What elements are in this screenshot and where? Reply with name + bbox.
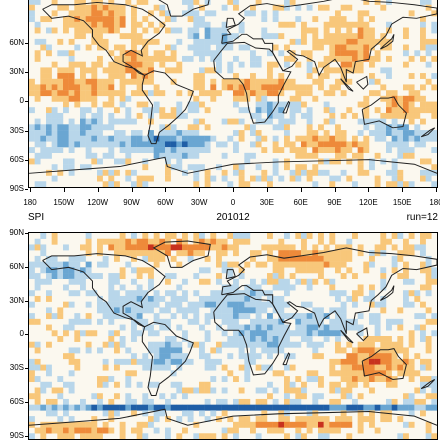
bottom-lat-label: 90S	[9, 430, 24, 440]
lon-label: 0	[230, 198, 236, 207]
coastline	[141, 70, 194, 145]
lon-label: 150E	[392, 198, 412, 207]
coastline-outlines	[29, 0, 437, 174]
lon-tick	[334, 188, 336, 192]
top-lat-label: 0	[19, 96, 24, 106]
bottom-lat-label: 60N	[9, 261, 24, 271]
coastline	[282, 352, 291, 366]
top-lat-label: 60N	[9, 38, 24, 47]
top-lat-label: 60S	[9, 154, 24, 164]
lat-tick	[25, 266, 28, 268]
panel-title-date: 201012	[216, 212, 250, 223]
spi-map-current-canvas	[29, 233, 437, 439]
coastline	[141, 321, 194, 397]
top-lat-label: 30N	[9, 67, 24, 77]
panel-title-variable: SPI	[28, 212, 45, 223]
coastline	[361, 96, 407, 129]
coastline	[213, 41, 292, 124]
coastline	[340, 329, 354, 344]
lat-tick	[25, 368, 28, 370]
lon-tick	[97, 188, 99, 192]
coastline	[420, 127, 436, 138]
lon-label: 90W	[123, 198, 140, 207]
lat-tick	[25, 189, 28, 190]
lat-tick	[25, 334, 28, 336]
spi-grid-cells	[29, 233, 437, 439]
coastline	[29, 408, 437, 426]
spi-map-current	[28, 232, 438, 440]
lon-label: 180	[429, 198, 440, 207]
lat-tick	[25, 43, 28, 44]
coastline	[379, 34, 395, 50]
top-lat-label: 30S	[9, 125, 24, 135]
coastline	[225, 17, 236, 28]
coastline	[221, 0, 437, 83]
lon-tick	[368, 188, 370, 192]
spi-map-previous	[28, 0, 438, 188]
coastline	[356, 75, 369, 90]
lat-tick	[25, 402, 28, 403]
lon-tick	[233, 188, 234, 192]
lon-label: 60E	[293, 198, 308, 207]
bottom-lat-label: 0	[19, 329, 24, 339]
coastline	[282, 100, 291, 114]
lat-tick	[25, 159, 28, 161]
coastline	[152, 240, 211, 268]
lat-tick	[25, 101, 28, 103]
lat-tick	[25, 72, 28, 74]
lon-label: 120E	[358, 198, 378, 207]
coastline	[225, 269, 236, 280]
bottom-lat-label: 90N	[9, 228, 24, 237]
panel-title-run: run=12	[406, 212, 438, 223]
lat-tick	[25, 435, 28, 437]
lat-tick	[25, 130, 28, 132]
coastline	[420, 379, 436, 390]
lon-tick	[165, 188, 167, 192]
spi-map-previous-canvas	[29, 0, 437, 187]
lon-tick	[63, 188, 65, 192]
bottom-lat-label: 30S	[9, 363, 24, 373]
coastline	[361, 348, 407, 381]
lon-label: 60W	[157, 198, 174, 207]
coastline-outlines	[29, 240, 437, 426]
top-lat-label: 90S	[9, 184, 24, 193]
lon-label: 90E	[327, 198, 342, 207]
lat-tick	[25, 233, 28, 234]
lon-label: 120W	[87, 198, 109, 207]
lon-tick	[199, 188, 201, 192]
lon-label: 30W	[190, 198, 208, 207]
lat-tick	[25, 300, 28, 302]
coastline	[340, 78, 354, 92]
coastline	[42, 253, 166, 328]
lon-label: 150W	[53, 198, 75, 207]
bottom-lat-label: 30N	[9, 295, 24, 305]
lon-tick	[300, 188, 302, 192]
lon-tick	[436, 188, 437, 192]
lon-tick	[30, 188, 31, 192]
coastline	[213, 293, 292, 376]
coastline	[221, 247, 437, 334]
bottom-lat-label: 60S	[9, 397, 24, 406]
coastline	[356, 327, 369, 342]
lon-tick	[402, 188, 404, 192]
lon-tick	[266, 188, 268, 192]
coastline	[29, 156, 437, 174]
lon-tick	[131, 188, 133, 192]
lon-label: 30E	[259, 198, 274, 207]
lon-label: 180	[23, 198, 37, 207]
coastline	[42, 1, 166, 76]
coastline	[379, 285, 395, 301]
coastline	[158, 0, 210, 17]
